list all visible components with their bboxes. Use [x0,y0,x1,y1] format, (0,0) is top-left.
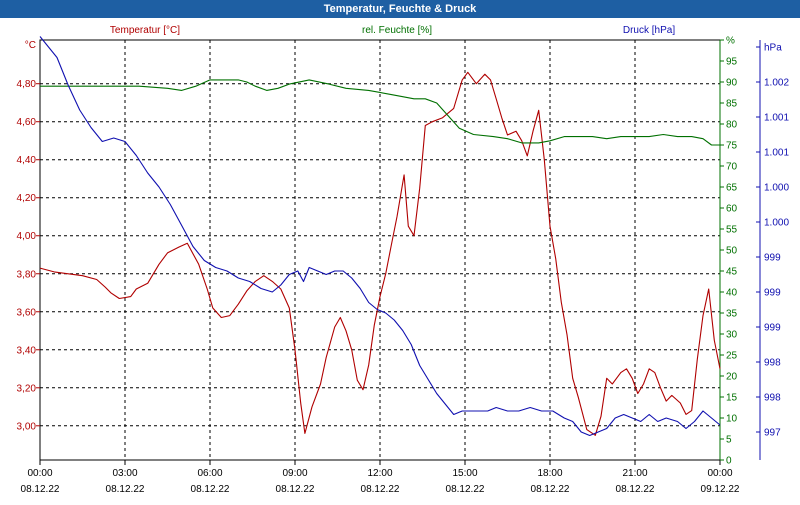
temperature-tick-label: 4,60 [17,117,37,128]
x-tick-label-date: 09.12.22 [701,484,740,495]
x-tick-label-date: 08.12.22 [21,484,60,495]
temperature-tick-label: 3,40 [17,345,37,356]
pressure-tick-label: 999 [764,253,781,264]
x-tick-label-date: 08.12.22 [191,484,230,495]
temperature-unit: °C [25,40,36,51]
legend-pressure: Druck [hPa] [623,25,675,36]
temperature-tick-label: 3,80 [17,269,37,280]
window-title: Temperatur, Feuchte & Druck [0,0,800,18]
humidity-tick-label: 65 [726,183,738,194]
temperature-tick-label: 3,00 [17,421,37,432]
x-tick-label-date: 08.12.22 [616,484,655,495]
humidity-tick-label: 25 [726,351,738,362]
humidity-tick-label: 35 [726,309,738,320]
legend-temperature: Temperatur [°C] [110,25,180,36]
x-tick-label-time: 09:00 [282,468,307,479]
x-tick-label-time: 15:00 [452,468,477,479]
x-tick-label-time: 06:00 [197,468,222,479]
pressure-tick-label: 998 [764,358,781,369]
humidity-tick-label: 20 [726,372,738,383]
series-lines [39,36,721,437]
humidity-tick-label: 30 [726,330,738,341]
temperature-tick-label: 3,20 [17,383,37,394]
humidity-tick-label: 90 [726,78,738,89]
humidity-tick-label: 85 [726,99,738,110]
pressure-tick-label: 1.002 [764,78,789,89]
x-tick-label-time: 00:00 [707,468,732,479]
x-tick-label-time: 12:00 [367,468,392,479]
humidity-tick-label: 10 [726,414,738,425]
humidity-tick-label: 50 [726,246,738,257]
series-line-pressure [39,36,721,437]
pressure-tick-label: hPa [764,43,782,54]
x-tick-label-date: 08.12.22 [106,484,145,495]
axes [36,39,761,465]
legend-humidity: rel. Feuchte [%] [362,25,432,36]
humidity-tick-label: 15 [726,393,738,404]
humidity-tick-label: 55 [726,225,738,236]
x-tick-label-time: 00:00 [27,468,52,479]
humidity-tick-label: 40 [726,288,738,299]
humidity-tick-label: 80 [726,120,738,131]
x-tick-label-date: 08.12.22 [276,484,315,495]
temperature-tick-label: 4,80 [17,79,37,90]
humidity-tick-label: 75 [726,141,738,152]
pressure-tick-label: 1.001 [764,113,789,124]
temperature-tick-label: 4,00 [17,231,37,242]
pressure-tick-label: 999 [764,323,781,334]
pressure-tick-label: 1.000 [764,218,789,229]
temperature-tick-label: 3,60 [17,307,37,318]
humidity-tick-label: 45 [726,267,738,278]
axis-labels: 00:00 08.12.22 03:00 08.12.22 06:00 08.12.22 0… [17,25,790,495]
temperature-tick-label: 4,20 [17,193,37,204]
series-line-humidity [40,79,720,146]
series-line-temperature [39,71,721,436]
x-tick-label-date: 08.12.22 [446,484,485,495]
humidity-tick-label: % [726,36,735,47]
humidity-tick-label: 60 [726,204,738,215]
x-tick-label-date: 08.12.22 [531,484,570,495]
pressure-tick-label: 998 [764,393,781,404]
pressure-tick-label: 1.001 [764,148,789,159]
line-chart: 00:00 08.12.22 03:00 08.12.22 06:00 08.12.22 0… [17,25,790,495]
grid [39,39,721,461]
pressure-tick-label: 997 [764,428,781,439]
chart-canvas: 00:00 08.12.22 03:00 08.12.22 06:00 08.12.22 0… [0,18,800,500]
x-tick-label-time: 18:00 [537,468,562,479]
humidity-tick-label: 5 [726,435,732,446]
pressure-tick-label: 1.000 [764,183,789,194]
x-tick-label-date: 08.12.22 [361,484,400,495]
pressure-tick-label: 999 [764,288,781,299]
humidity-tick-label: 70 [726,162,738,173]
humidity-tick-label: 95 [726,57,738,68]
x-tick-label-time: 03:00 [112,468,137,479]
temperature-tick-label: 4,40 [17,155,37,166]
x-tick-label-time: 21:00 [622,468,647,479]
humidity-tick-label: 0 [726,456,732,467]
